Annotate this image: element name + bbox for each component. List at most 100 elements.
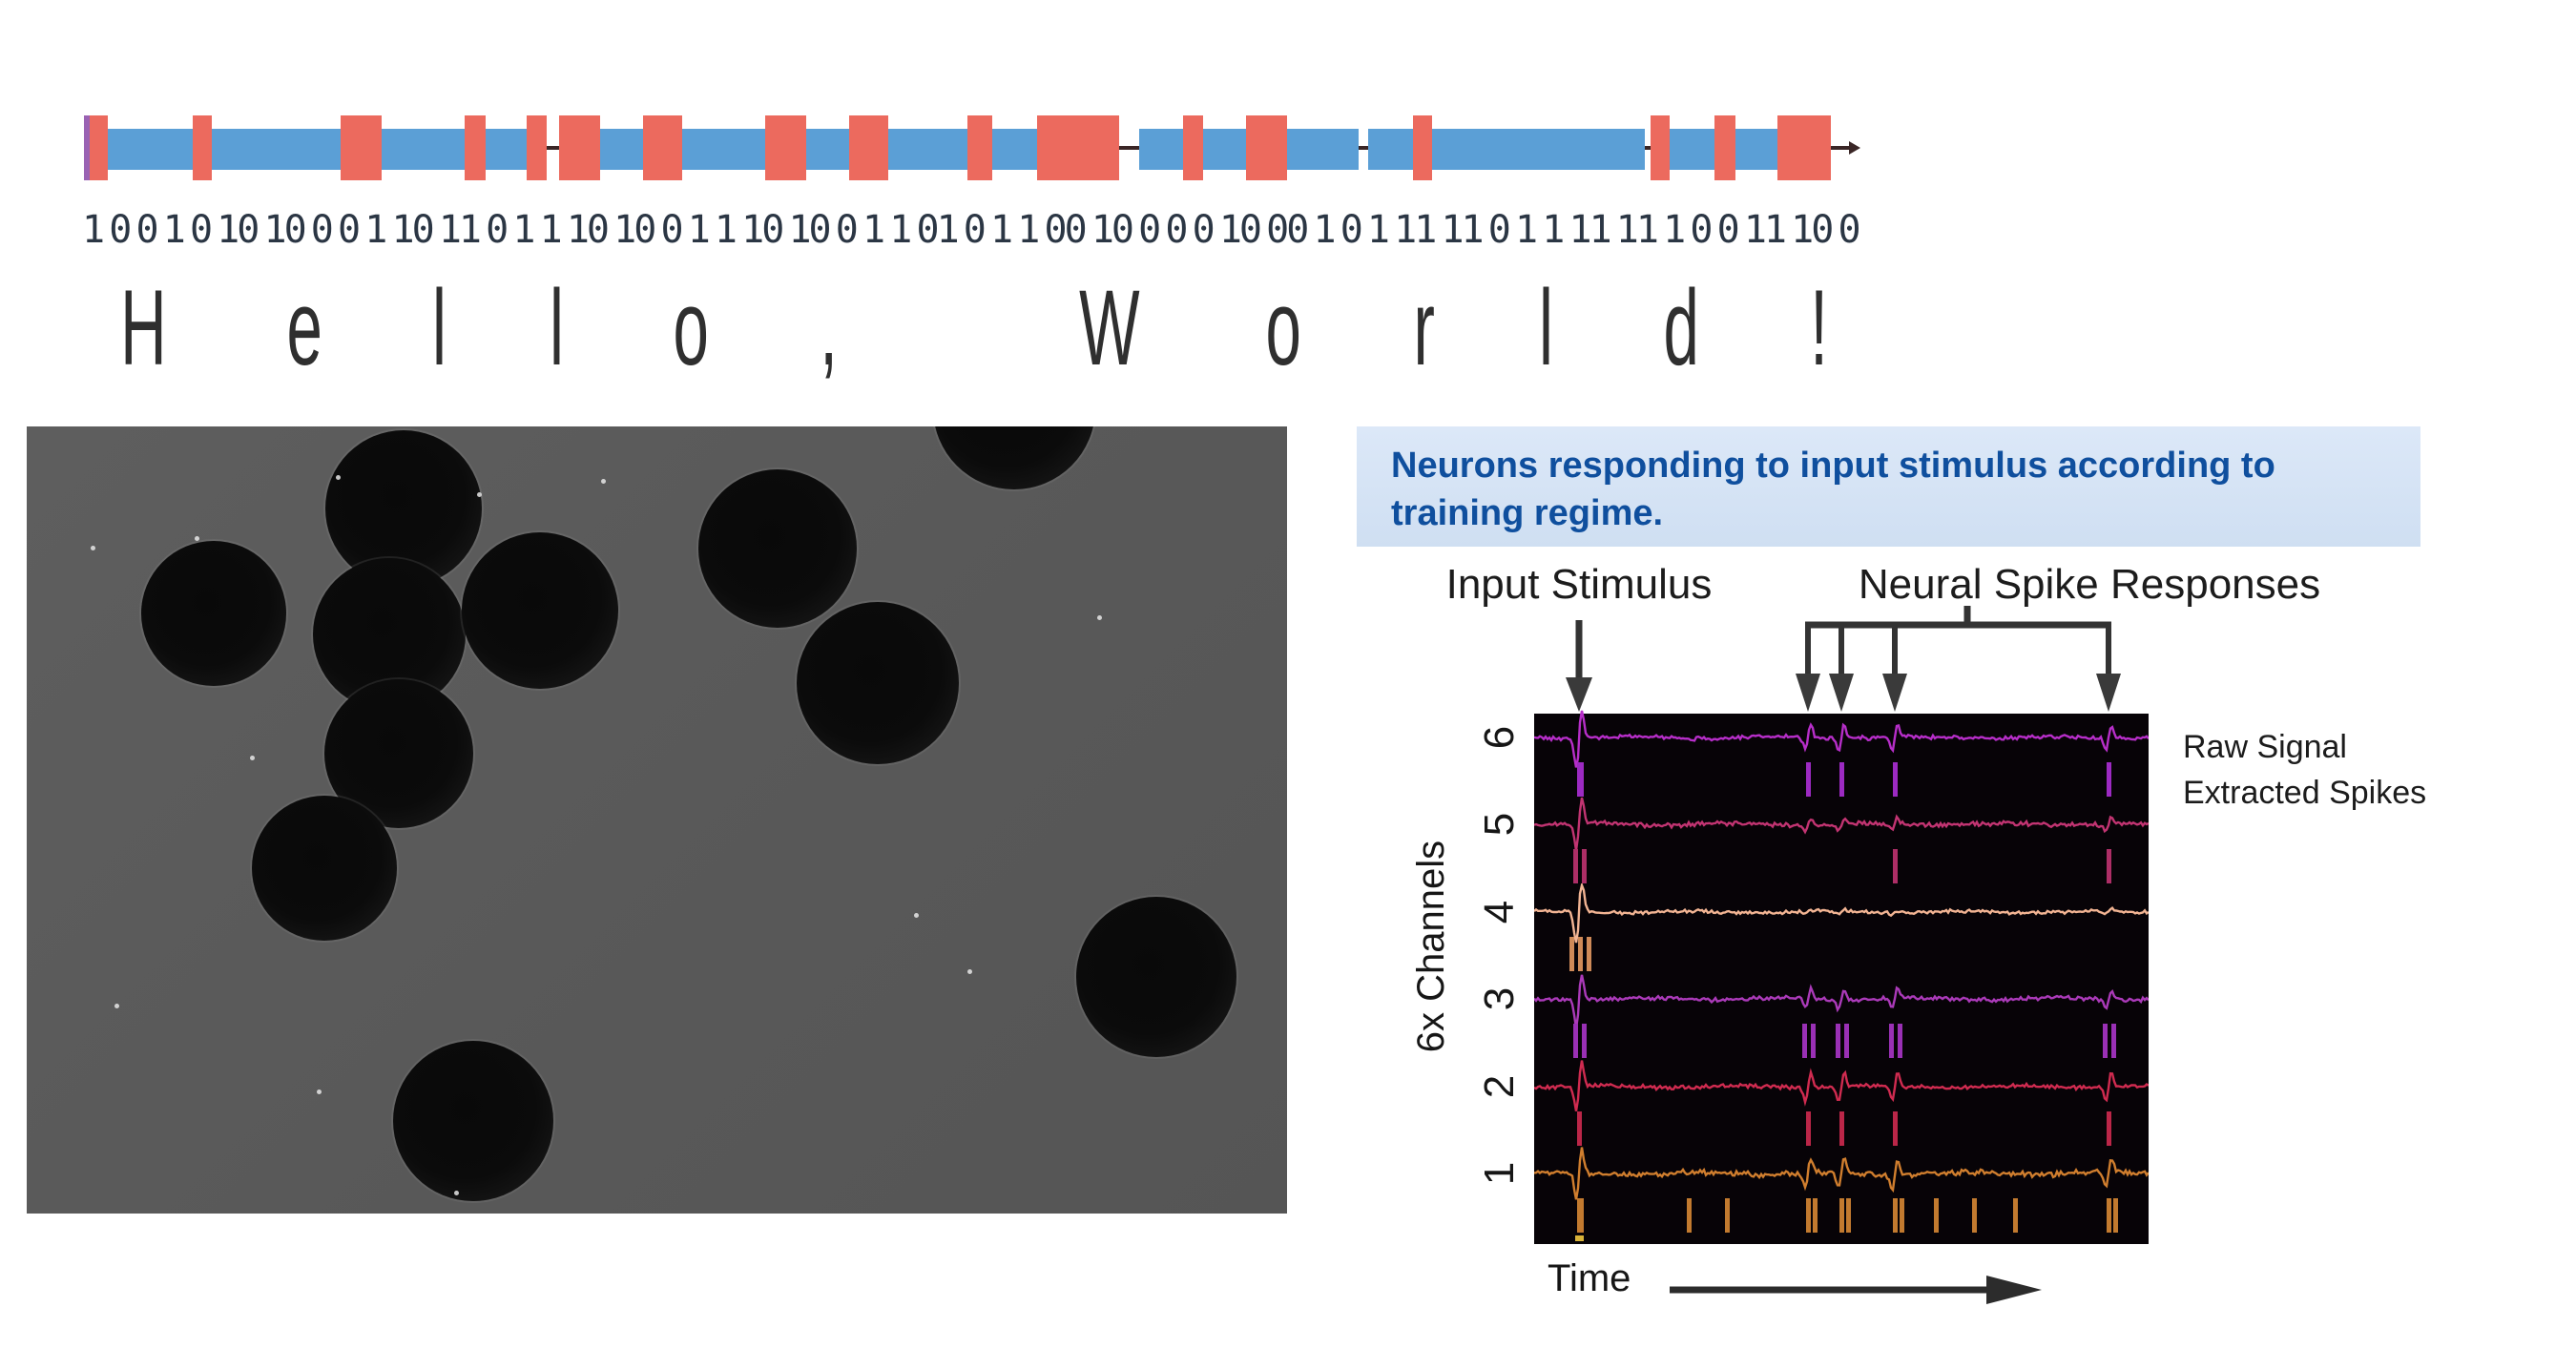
response-arrowhead-icon bbox=[1796, 674, 1820, 712]
decoded-char: r bbox=[1413, 268, 1435, 387]
bit-group: 00 bbox=[1044, 208, 1088, 252]
track-block bbox=[559, 115, 600, 180]
track-block bbox=[1777, 115, 1831, 180]
extracted-spike-tick bbox=[1813, 1198, 1818, 1233]
bit-group: 0 bbox=[660, 208, 683, 252]
extracted-spike-tick bbox=[2106, 762, 2111, 797]
time-arrowhead-icon bbox=[1986, 1276, 2042, 1304]
bit-group: 10 bbox=[391, 208, 435, 252]
extracted-spike-tick bbox=[1900, 1198, 1905, 1233]
extracted-spike-tick bbox=[1801, 1024, 1807, 1059]
input-stimulus-label: Input Stimulus bbox=[1445, 561, 1713, 608]
extracted-spike-tick bbox=[1576, 762, 1584, 797]
bit-group: 1 bbox=[687, 208, 711, 252]
decoded-char: e bbox=[286, 268, 323, 387]
time-arrow bbox=[1670, 1276, 2042, 1304]
channel-trace bbox=[1534, 1059, 2149, 1111]
bit-group: 1 bbox=[1515, 208, 1538, 252]
extracted-spike-tick bbox=[1569, 936, 1575, 971]
bit-group: 10 bbox=[217, 208, 260, 252]
stimulus-bottom-marker bbox=[1575, 1235, 1584, 1241]
extracted-spike-tick bbox=[1933, 1198, 1939, 1233]
decoded-char bbox=[943, 275, 961, 382]
channel-number-label: 1 bbox=[1476, 1161, 1523, 1186]
extracted-spike-tick bbox=[1581, 1024, 1587, 1059]
bit-group: 11 bbox=[1568, 208, 1611, 252]
track-block bbox=[1183, 115, 1203, 180]
bit-group: 0 bbox=[486, 208, 509, 252]
channel-number-label: 4 bbox=[1476, 900, 1523, 924]
bit-group: 0 bbox=[1690, 208, 1713, 252]
extracted-spike-tick bbox=[1892, 849, 1898, 884]
bit-group: 0 bbox=[1138, 208, 1161, 252]
channel-trace bbox=[1534, 1147, 2149, 1200]
channel-trace bbox=[1534, 710, 2149, 768]
binary-digit-row: 1 0 0 1 0 10 10 0 0 1 10 11 0 1 1 10 10 0 1 1 10 10 0 1 1 01 0 1 1 00… bbox=[82, 208, 1861, 252]
bit-group: 0 bbox=[338, 208, 361, 252]
extracted-spike-tick bbox=[1888, 1024, 1894, 1059]
track-block bbox=[1651, 115, 1670, 180]
bit-group: 0 bbox=[1340, 208, 1363, 252]
organoid-spheroid bbox=[252, 796, 397, 941]
debris-speck bbox=[601, 479, 606, 484]
bit-group: 1 bbox=[1663, 208, 1686, 252]
track-block bbox=[527, 115, 547, 180]
track-block bbox=[193, 115, 212, 180]
extracted-spike-tick bbox=[1810, 1024, 1816, 1059]
bit-group: 11 bbox=[1615, 208, 1659, 252]
extracted-spike-tick bbox=[1578, 936, 1584, 971]
track-block bbox=[849, 115, 888, 180]
debris-speck bbox=[250, 756, 255, 760]
organoid-micrograph bbox=[27, 426, 1287, 1214]
response-arrowhead-icon bbox=[1882, 674, 1907, 712]
bit-group: 0 bbox=[1192, 208, 1215, 252]
extracted-spike-tick bbox=[1572, 849, 1578, 884]
bit-group: 1 bbox=[364, 208, 387, 252]
channel-trace bbox=[1534, 798, 2149, 852]
decoded-char: l bbox=[549, 268, 564, 387]
debris-speck bbox=[91, 546, 95, 550]
channels-axis-label: 6x Channels bbox=[1410, 840, 1452, 1053]
bit-group: 10 bbox=[566, 208, 610, 252]
caption-box: Neurons responding to input stimulus acc… bbox=[1357, 426, 2420, 547]
bit-group: 1 bbox=[1017, 208, 1040, 252]
bit-group: 10 bbox=[788, 208, 831, 252]
debris-speck bbox=[317, 1090, 322, 1094]
bit-group: 0 bbox=[1716, 208, 1740, 252]
neural-spike-responses-label: Neural Spike Responses bbox=[1858, 561, 2321, 608]
bit-group: 1 bbox=[1313, 208, 1336, 252]
organoid-spheroid bbox=[797, 602, 959, 764]
extracted-spike-tick bbox=[2102, 1024, 2108, 1059]
extracted-spike-tick bbox=[1839, 1198, 1844, 1233]
bit-group: 0 bbox=[1838, 208, 1860, 252]
bit-group: 1 bbox=[1542, 208, 1565, 252]
extracted-spike-tick bbox=[2012, 1198, 2018, 1233]
bit-group: 1 bbox=[512, 208, 535, 252]
bit-group: 0 bbox=[135, 208, 158, 252]
binary-signal-track bbox=[84, 114, 1860, 181]
debris-speck bbox=[967, 969, 972, 974]
debris-speck bbox=[914, 913, 919, 918]
track-block bbox=[643, 115, 682, 180]
organoid-spheroid bbox=[1076, 897, 1236, 1057]
channel-trace bbox=[1534, 882, 2149, 944]
organoid-spheroid bbox=[462, 532, 618, 689]
debris-speck bbox=[477, 492, 482, 497]
extracted-spike-tick bbox=[1805, 762, 1811, 797]
bit-group: 10 bbox=[263, 208, 306, 252]
track-block bbox=[967, 115, 992, 180]
bit-group: 1 bbox=[990, 208, 1013, 252]
extracted-spike-tick bbox=[1725, 1198, 1731, 1233]
bit-group: 0 bbox=[189, 208, 213, 252]
stimulus-response-arrows bbox=[1566, 606, 2121, 712]
extracted-spike-tick bbox=[1805, 1110, 1811, 1146]
stimulus-arrowhead-icon bbox=[1566, 677, 1592, 712]
extracted-spike-tick bbox=[2106, 849, 2111, 884]
time-axis-label: Time bbox=[1548, 1257, 1631, 1299]
decoded-char: o bbox=[1265, 268, 1301, 387]
channel-number-label: 3 bbox=[1476, 986, 1523, 1011]
bit-group: 11 bbox=[1743, 208, 1787, 252]
decoded-char: o bbox=[673, 268, 710, 387]
bit-group: 10 bbox=[1091, 208, 1134, 252]
bit-group: 1 bbox=[539, 208, 563, 252]
